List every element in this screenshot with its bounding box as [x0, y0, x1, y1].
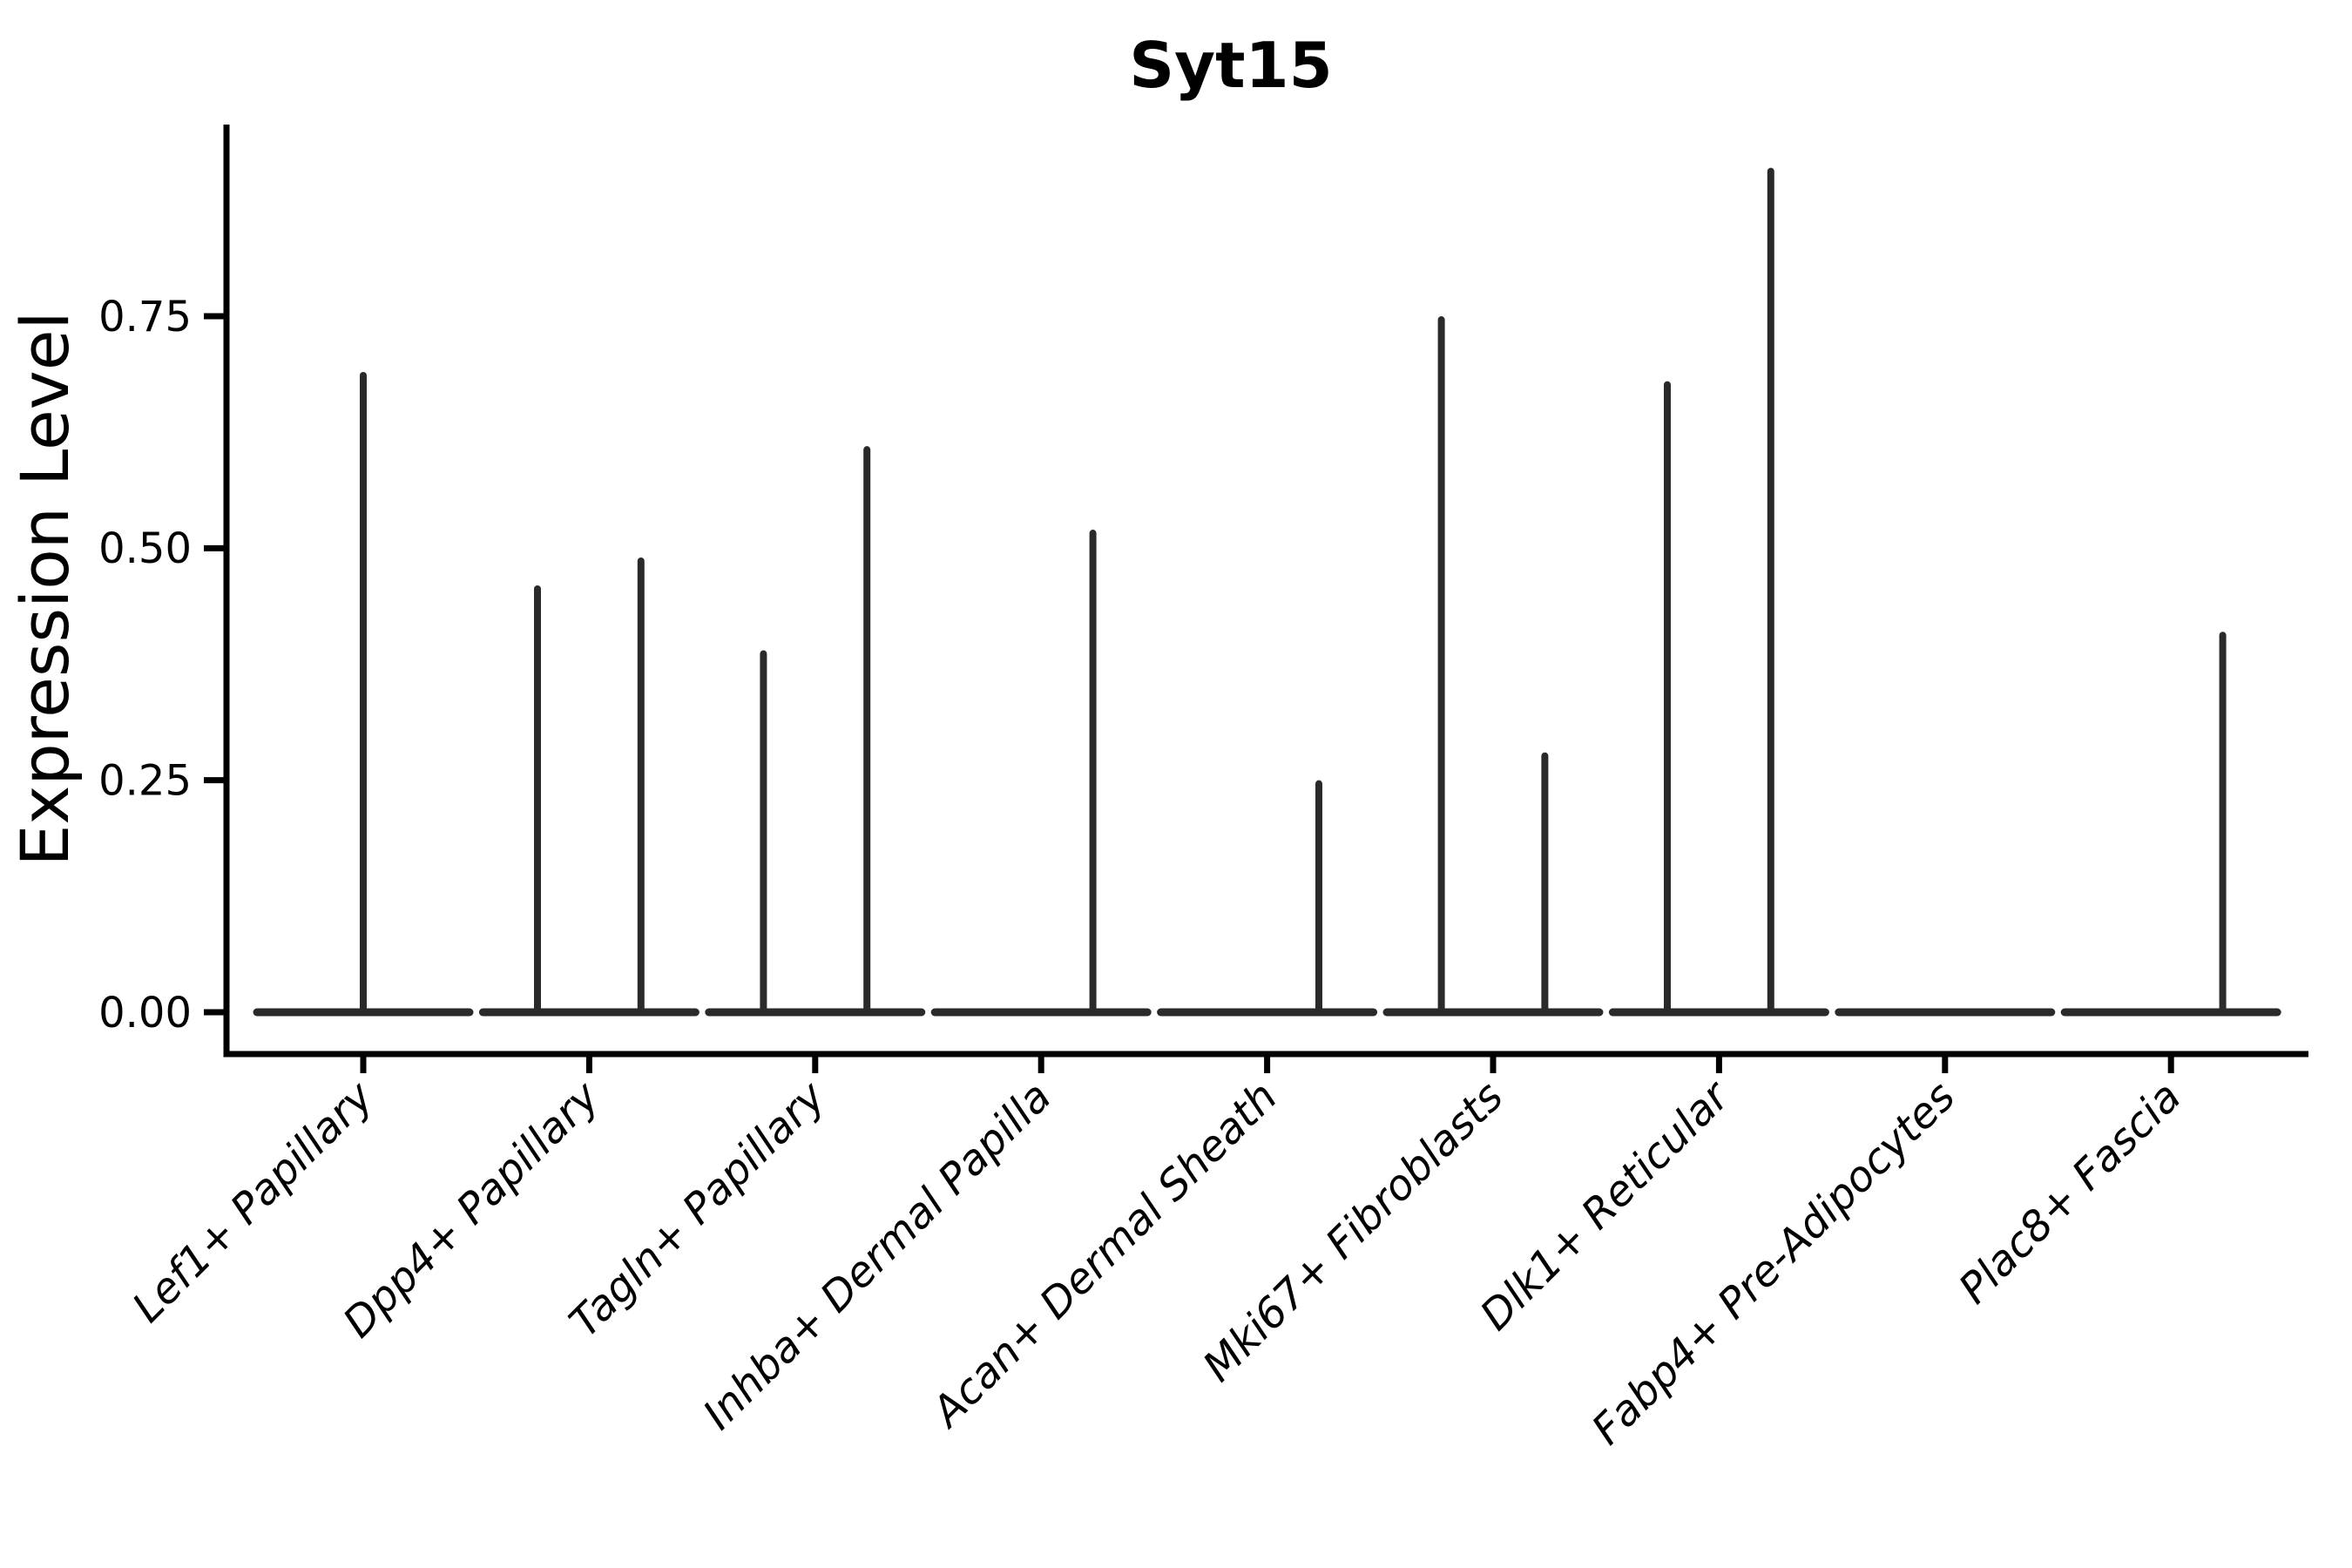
- violin-7: [1608, 167, 1829, 1017]
- violin-5: [1157, 780, 1378, 1017]
- x-tick-label: Lef1+ Papillary: [123, 1071, 383, 1332]
- y-tick-label: 0.25: [98, 756, 192, 805]
- violin-9: [2060, 632, 2281, 1017]
- y-tick-label: 0.00: [98, 989, 192, 1037]
- violin-2: [478, 558, 700, 1017]
- chart-title: Syt15: [1129, 29, 1332, 102]
- x-tick-label: Fabp4+ Pre-Adipocytes: [1583, 1072, 1965, 1455]
- y-tick-label: 0.50: [98, 524, 192, 573]
- violins: [253, 167, 2281, 1017]
- x-tick-label: Dlk1+ Reticular: [1471, 1071, 1741, 1341]
- violin-6: [1382, 316, 1604, 1017]
- y-tick-label: 0.75: [98, 293, 192, 341]
- violin-4: [930, 530, 1152, 1017]
- y-axis-label: Expression Level: [6, 311, 84, 866]
- violin-3: [705, 446, 926, 1017]
- y-ticks: 0.00 0.25 0.50 0.75: [98, 293, 226, 1037]
- x-tick-label: Plac8+ Fascia: [1950, 1072, 2191, 1314]
- violin-1: [253, 371, 474, 1017]
